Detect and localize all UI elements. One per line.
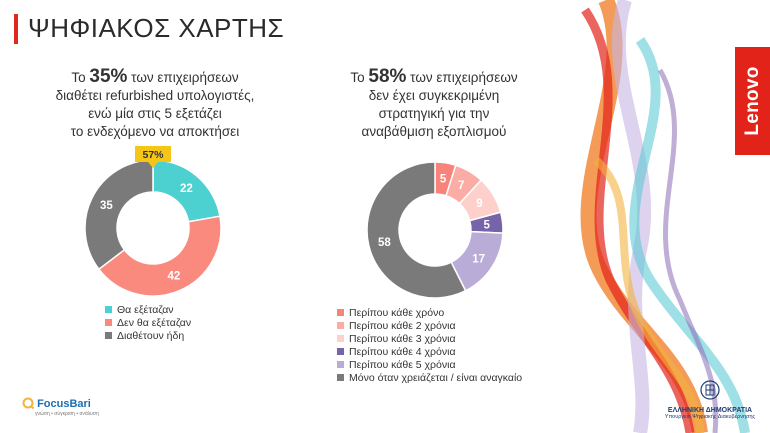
right-legend-swatch	[337, 335, 344, 342]
left-chart-slice-3	[84, 159, 154, 271]
left-legend-item: Δεν θα εξέταζαν	[105, 316, 191, 329]
right-legend-swatch	[337, 361, 344, 368]
right-chart-slice-label-5: 17	[472, 253, 485, 265]
right-chart-slice-label-3: 9	[476, 198, 482, 210]
right-heading-line1: των επιχειρήσεων	[406, 70, 518, 85]
focusbari-tagline: γνώση • σύγκριση • ανάλυση	[35, 411, 99, 417]
right-heading-prefix: Το	[350, 70, 369, 85]
left-heading: Το 35% των επιχειρήσεων διαθέτει refurbi…	[40, 66, 270, 141]
right-legend-label: Περίπου κάθε 2 χρόνια	[349, 319, 456, 332]
lenovo-logo: Lenovo	[735, 47, 770, 155]
right-legend-label: Περίπου κάθε 5 χρόνια	[349, 358, 456, 371]
left-chart-callout: 57%	[135, 146, 171, 168]
right-legend-item: Περίπου κάθε χρόνο	[337, 306, 522, 319]
left-heading-pct: 35%	[89, 66, 128, 87]
focusbari-name: FocusBari	[37, 398, 91, 410]
left-heading-line2: διαθέτει refurbished υπολογιστές,	[55, 88, 255, 103]
right-legend-swatch	[337, 309, 344, 316]
hellenic-republic-logo: ΕΛΛΗΝΙΚΗ ΔΗΜΟΚΡΑΤΙΑ Υπουργείο Ψηφιακής Δ…	[660, 380, 760, 420]
left-legend-swatch	[105, 319, 112, 326]
left-legend-item: Θα εξέταζαν	[105, 303, 191, 316]
left-chart-slice-2	[97, 215, 222, 297]
left-heading-line4: το ενδεχόμενο να αποκτήσει	[70, 124, 240, 139]
right-heading-line3: στρατηγική για την	[378, 106, 490, 121]
right-chart-slice-label-6: 58	[378, 237, 391, 249]
lenovo-logo-text: Lenovo	[741, 66, 763, 136]
left-legend-label: Διαθέτουν ήδη	[117, 329, 185, 342]
left-legend-swatch	[105, 332, 112, 339]
right-legend-item: Περίπου κάθε 5 χρόνια	[337, 358, 522, 371]
left-legend-label: Θα εξέταζαν	[117, 303, 174, 316]
left-chart-slice-label-3: 35	[100, 200, 113, 212]
right-legend-label: Μόνο όταν χρειάζεται / είναι αναγκαίο	[349, 371, 523, 384]
right-chart-slice-label-2: 7	[458, 180, 464, 192]
title-accent-bar	[14, 14, 18, 44]
right-legend-swatch	[337, 348, 344, 355]
left-heading-prefix: Το	[71, 70, 90, 85]
gov-subtitle: Υπουργείο Ψηφιακής Διακυβέρνησης	[664, 414, 756, 420]
right-heading-pct: 58%	[368, 66, 407, 87]
left-chart-slice-label-2: 42	[167, 271, 180, 283]
right-chart-slice-label-4: 5	[483, 219, 490, 231]
left-heading-line3: ενώ μία στις 5 εξετάζει	[88, 106, 222, 121]
svg-text:57%: 57%	[142, 149, 164, 161]
right-legend-item: Περίπου κάθε 2 χρόνια	[337, 319, 522, 332]
right-legend-swatch	[337, 374, 344, 381]
focusbari-logo: FocusBari γνώση • σύγκριση • ανάλυση	[22, 397, 99, 417]
right-heading-line4: αναβάθμιση εξοπλισμού	[361, 124, 507, 139]
page-title: ΨΗΦΙΑΚΟΣ ΧΑΡΤΗΣ	[28, 13, 285, 43]
right-legend-label: Περίπου κάθε χρόνο	[349, 306, 445, 319]
legend-left: Θα εξέταζαν Δεν θα εξέταζαν Διαθέτουν ήδη	[105, 303, 191, 342]
right-heading-line2: δεν έχει συγκεκριμένη	[368, 88, 500, 103]
right-legend-item: Μόνο όταν χρειάζεται / είναι αναγκαίο	[337, 371, 522, 384]
legend-right: Περίπου κάθε χρόνο Περίπου κάθε 2 χρόνια Π…	[337, 306, 522, 384]
coat-of-arms-icon	[700, 380, 720, 400]
donut-chart-left: 22 42 35 57%	[84, 146, 222, 297]
left-legend-swatch	[105, 306, 112, 313]
right-legend-label: Περίπου κάθε 4 χρόνια	[349, 345, 456, 358]
left-legend-label: Δεν θα εξέταζαν	[117, 316, 192, 329]
right-heading: Το 58% των επιχειρήσεων δεν έχει συγκεκρ…	[318, 66, 550, 141]
gov-title: ΕΛΛΗΝΙΚΗ ΔΗΜΟΚΡΑΤΙΑ	[667, 407, 753, 414]
left-heading-line1: των επιχειρήσεων	[127, 70, 239, 85]
left-legend-item: Διαθέτουν ήδη	[105, 329, 191, 342]
right-legend-item: Περίπου κάθε 4 χρόνια	[337, 345, 522, 358]
left-chart-slice-label-1: 22	[180, 183, 193, 195]
right-chart-slice-label-1: 5	[440, 174, 447, 186]
right-legend-label: Περίπου κάθε 3 χρόνια	[349, 332, 456, 345]
right-legend-item: Περίπου κάθε 3 χρόνια	[337, 332, 522, 345]
right-legend-swatch	[337, 322, 344, 329]
right-chart-slice-6	[366, 161, 467, 299]
focusbari-mark-icon	[22, 397, 35, 410]
